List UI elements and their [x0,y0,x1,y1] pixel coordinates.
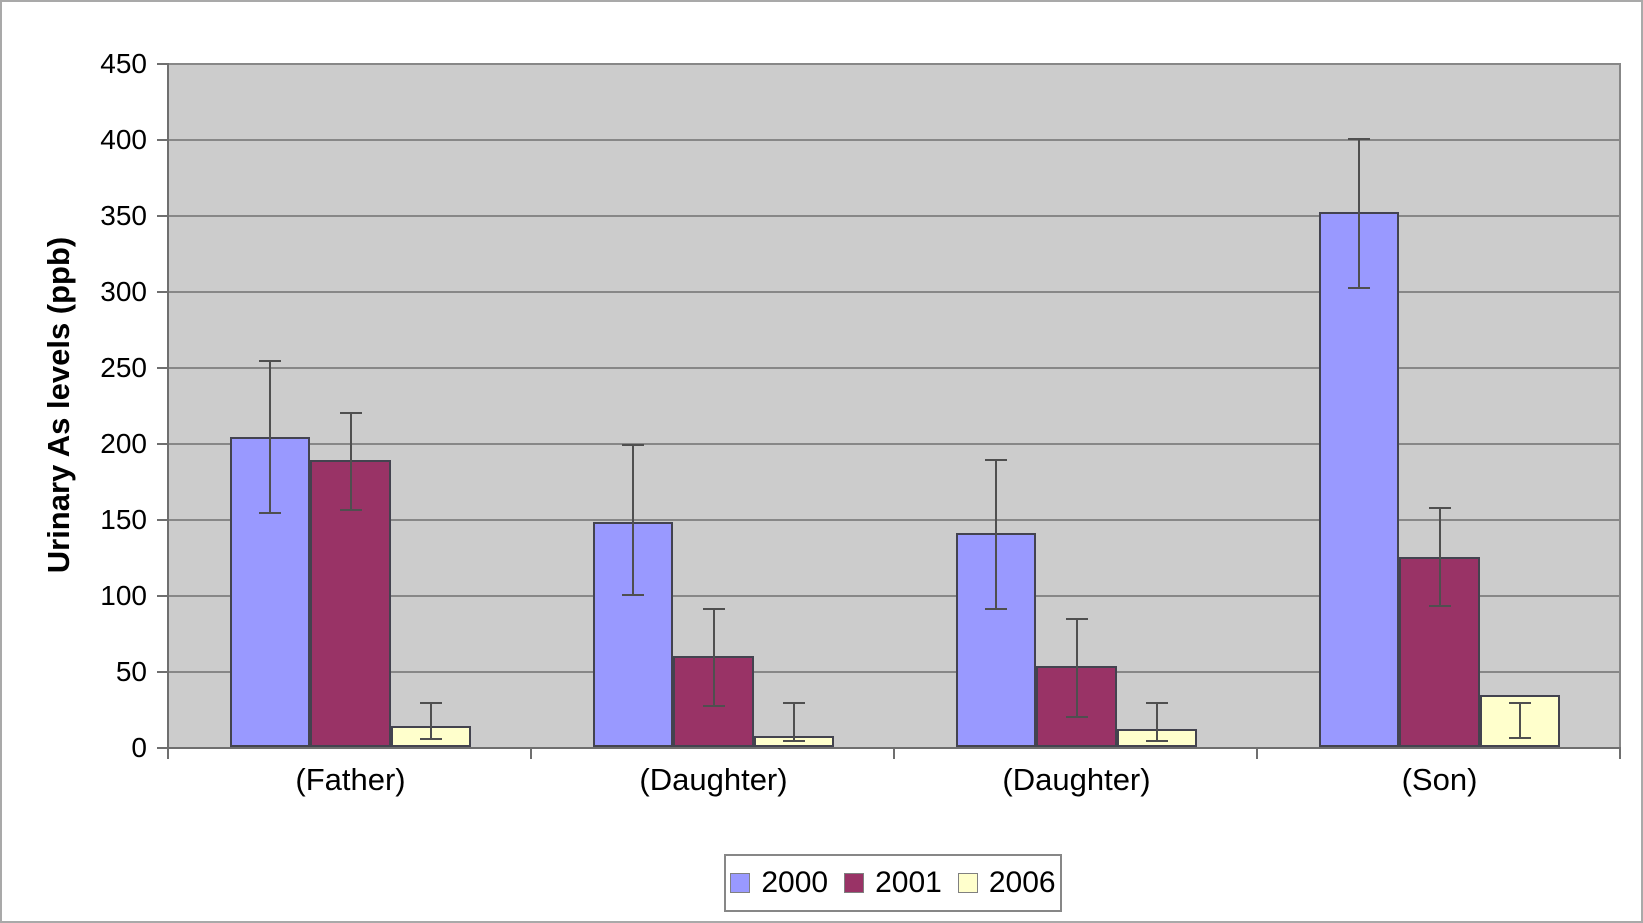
error-cap-top-2000-cat0 [258,359,281,362]
error-cap-bottom-2006-cat3 [1509,736,1532,739]
error-cap-top-2001-cat0 [339,411,362,414]
y-tick-label: 0 [131,732,147,763]
x-category-label: (Son) [1401,762,1478,797]
legend-label-2001: 2001 [875,866,942,899]
error-bar-2006-cat0 [430,702,433,740]
y-axis-tick [157,671,167,673]
bar-2000-cat2 [955,532,1037,747]
legend-swatch-2000 [730,873,751,893]
error-bar-2000-cat2 [994,459,997,609]
error-cap-top-2000-cat2 [984,458,1007,461]
x-axis-tick [530,749,532,759]
gridline [169,139,1621,141]
y-tick-label: 150 [100,504,147,535]
error-bar-2001-cat2 [1075,619,1078,717]
error-cap-top-2000-cat1 [621,443,644,446]
legend: 2000 2001 2006 [724,854,1062,912]
gridline [169,519,1621,521]
error-cap-bottom-2006-cat2 [1146,739,1169,742]
error-bar-2000-cat3 [1357,139,1360,288]
x-axis-line [167,747,1621,749]
gridline [169,63,1621,65]
y-axis-tick [157,367,167,369]
error-cap-top-2006-cat2 [1146,701,1169,704]
y-tick-label: 450 [100,48,147,79]
legend-item-2006: 2006 [957,866,1056,899]
y-tick-label: 250 [100,352,147,383]
y-axis-tick [157,291,167,293]
error-bar-2001-cat0 [349,412,352,510]
error-bar-2006-cat1 [793,702,796,741]
error-cap-top-2001-cat2 [1065,618,1088,621]
error-cap-bottom-2000-cat0 [258,511,281,514]
error-bar-2000-cat0 [268,360,271,513]
x-category-label: (Daughter) [639,762,788,797]
x-axis-tick [1619,749,1621,759]
y-axis-tick [157,443,167,445]
gridline [169,671,1621,673]
y-axis-line [167,63,169,749]
x-axis-tick [1256,749,1258,759]
gridline [169,215,1621,217]
legend-swatch-2006 [957,873,978,893]
error-cap-bottom-2000-cat2 [984,607,1007,610]
y-tick-label: 400 [100,124,147,155]
y-tick-label: 100 [100,580,147,611]
y-axis-tick [157,595,167,597]
y-axis-tick [157,215,167,217]
x-category-label: (Daughter) [1002,762,1151,797]
error-cap-bottom-2001-cat3 [1428,604,1451,607]
y-axis-tick [157,519,167,521]
y-tick-label: 50 [115,656,147,687]
gridline [169,367,1621,369]
bar-2000-cat3 [1318,211,1400,747]
gridline [169,443,1621,445]
error-cap-top-2001-cat3 [1428,507,1451,510]
y-tick-label: 300 [100,276,147,307]
legend-label-2006: 2006 [988,866,1056,899]
y-axis-tick [157,63,167,65]
y-axis-tick [157,139,167,141]
error-cap-bottom-2000-cat1 [621,594,644,596]
gridline [169,595,1621,597]
error-bar-2001-cat1 [712,608,715,706]
error-cap-bottom-2001-cat1 [702,704,725,707]
legend-item-2000: 2000 [730,868,828,898]
error-bar-2006-cat2 [1156,702,1159,741]
legend-swatch-2001 [844,873,865,893]
error-cap-top-2006-cat0 [420,701,443,704]
y-tick-label: 200 [100,428,147,459]
y-axis-tick [157,747,167,749]
error-cap-bottom-2001-cat2 [1065,715,1088,718]
error-cap-bottom-2000-cat3 [1347,286,1370,289]
error-bar-2001-cat3 [1438,508,1441,606]
error-cap-top-2000-cat3 [1347,138,1370,140]
x-category-label: (Father) [295,762,406,797]
error-cap-bottom-2001-cat0 [339,508,362,511]
error-cap-top-2006-cat3 [1509,701,1532,704]
error-cap-top-2001-cat1 [702,607,725,610]
error-cap-top-2006-cat1 [783,701,806,704]
error-cap-bottom-2006-cat0 [420,738,443,741]
y-tick-label: 350 [100,200,147,231]
gridline [169,291,1621,293]
error-bar-2000-cat1 [631,444,634,595]
legend-item-2001: 2001 [844,868,942,898]
error-cap-bottom-2006-cat1 [783,739,806,742]
x-axis-tick [167,749,169,759]
error-bar-2006-cat3 [1519,702,1522,738]
x-axis-tick [893,749,895,759]
legend-label-2000: 2000 [761,866,829,899]
